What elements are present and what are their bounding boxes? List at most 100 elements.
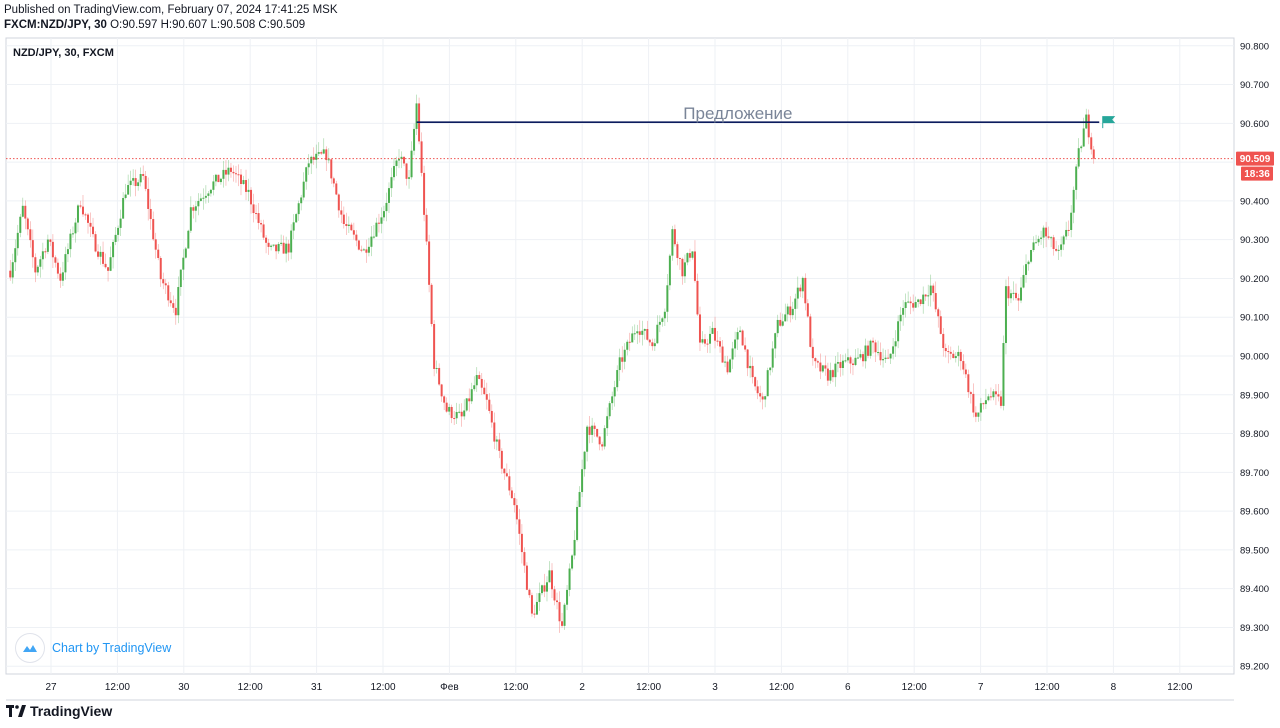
chart-by-tradingview-badge[interactable]: Chart by TradingView: [16, 634, 171, 662]
candle-body: [485, 394, 488, 400]
candle-body: [21, 205, 24, 217]
candle-body: [596, 428, 599, 437]
candle-body: [917, 299, 920, 302]
candle-body: [668, 255, 671, 286]
candle-body: [977, 412, 980, 417]
candle-body: [1014, 292, 1017, 299]
candle-body: [515, 505, 518, 520]
candle-body: [79, 205, 82, 207]
candle-body: [794, 298, 797, 309]
candle-body: [498, 439, 501, 451]
time-tick-label: 8: [1111, 682, 1117, 693]
candle-body: [1040, 237, 1043, 239]
candle-body: [107, 267, 110, 271]
candle-body: [503, 468, 506, 474]
candle-body: [626, 341, 629, 350]
candle-body: [1007, 286, 1010, 299]
candle-body: [1009, 293, 1012, 299]
candle-body: [703, 339, 706, 344]
candle-body: [1077, 148, 1080, 167]
candle-body: [260, 222, 263, 225]
candle-body: [796, 287, 799, 299]
candle-body: [543, 585, 546, 592]
candle-body: [164, 283, 167, 286]
price-tick-label: 90.100: [1240, 313, 1269, 324]
candle-body: [405, 163, 408, 179]
candle-body: [972, 393, 975, 413]
flag-icon[interactable]: [1102, 116, 1116, 129]
price-tick-label: 90.400: [1240, 196, 1269, 207]
candle-body: [636, 331, 639, 334]
candle-body: [443, 396, 446, 403]
candle-body: [581, 469, 584, 493]
candle-body: [212, 181, 215, 190]
candle-body: [942, 333, 945, 349]
time-axis[interactable]: 27 12:00 30 12:00 31 12:00 Фев 12:00 2 12:00 3 12:0…: [6, 682, 1234, 701]
candle-body: [769, 367, 772, 371]
candle-body: [751, 365, 754, 378]
candle-body: [776, 319, 779, 334]
candle-body: [761, 396, 764, 400]
candle-body: [463, 410, 466, 417]
candle-body: [553, 589, 556, 601]
candle-body: [450, 406, 453, 419]
candle-body: [892, 346, 895, 354]
candle-body: [1032, 242, 1035, 251]
candle-body: [245, 180, 248, 192]
candle-body: [285, 243, 288, 254]
candle-body: [112, 241, 115, 258]
candle-body: [475, 375, 478, 386]
candle-body: [330, 159, 333, 179]
candle-body: [633, 333, 636, 335]
candle-body: [932, 285, 935, 294]
candle-body: [478, 375, 481, 379]
candle-body: [398, 158, 401, 161]
candle-body: [764, 396, 767, 400]
time-tick-label: 12:00: [503, 682, 528, 693]
candle-body: [109, 257, 112, 271]
candle-body: [9, 270, 12, 278]
candle-body: [129, 180, 132, 186]
candle-body: [320, 152, 323, 154]
candle-body: [104, 263, 107, 268]
candle-body: [403, 156, 406, 164]
candle-body: [377, 222, 380, 224]
candle-body: [781, 321, 784, 326]
price-tick-label: 89.400: [1240, 584, 1269, 595]
candle-body: [194, 206, 197, 211]
candle-body: [774, 333, 777, 349]
candle-body: [809, 316, 812, 347]
candle-body: [438, 367, 441, 385]
tradingview-cloud-icon: [16, 634, 44, 662]
candle-body: [999, 396, 1002, 406]
candle-body: [646, 329, 649, 340]
candle-body: [327, 159, 330, 161]
candle-body: [701, 339, 704, 343]
candle-body: [172, 303, 175, 308]
candle-body: [408, 177, 411, 179]
time-tick-label: 12:00: [370, 682, 395, 693]
candle-body: [204, 195, 207, 198]
candle-body: [884, 357, 887, 360]
candle-body: [382, 211, 385, 218]
candle-body: [197, 200, 200, 207]
candle-body: [693, 251, 696, 281]
candle-body: [360, 249, 363, 251]
candle-body: [551, 570, 553, 590]
candle-body: [651, 342, 654, 347]
candle-body: [14, 248, 17, 263]
time-tick-label: 12:00: [1167, 682, 1192, 693]
tradingview-footer-logo[interactable]: TradingView: [6, 703, 112, 719]
candle-body: [1012, 292, 1015, 294]
candle-body: [937, 309, 940, 317]
candle-body: [791, 308, 794, 316]
candle-body: [698, 314, 701, 343]
candle-body: [841, 360, 844, 368]
price-axis[interactable]: 90.80090.70090.60090.50090.40090.30090.2…: [1240, 41, 1269, 672]
candle-body: [1022, 274, 1025, 288]
candle-body: [518, 519, 521, 534]
candle-body: [219, 178, 222, 183]
candle-body: [586, 426, 589, 452]
candle-body: [523, 552, 526, 566]
